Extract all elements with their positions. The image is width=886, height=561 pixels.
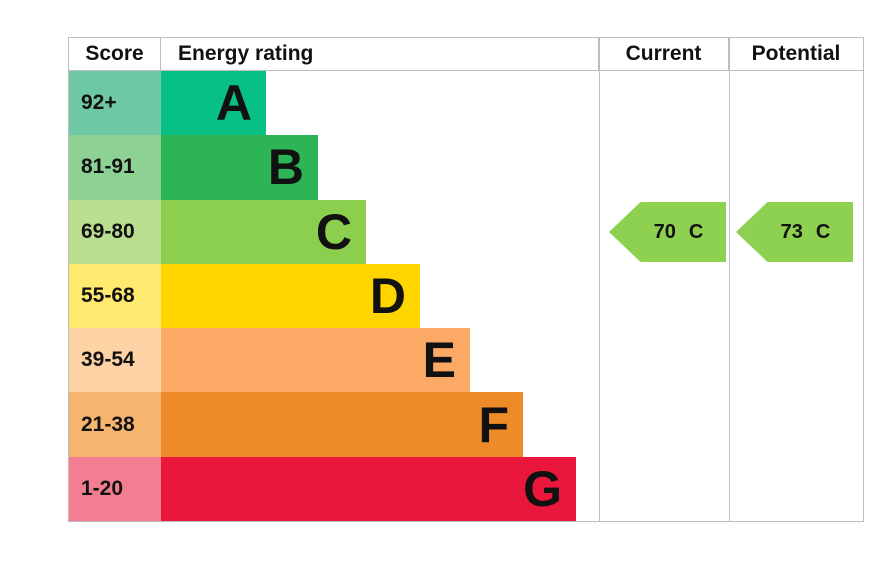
band-bar-g: G — [161, 456, 576, 521]
band-row-e: 39-54 E — [69, 328, 599, 393]
header-potential: Potential — [728, 38, 863, 70]
current-rating-arrow: 70 C — [609, 202, 726, 262]
band-letter-a: A — [215, 75, 252, 132]
band-area: 92+ A 81-91 B 69-80 C 55-68 D 39-54 E 21… — [69, 71, 599, 521]
header-current: Current — [598, 38, 728, 70]
band-row-g: 1-20 G — [69, 456, 599, 521]
band-bar-e: E — [161, 328, 470, 393]
band-bar-a: A — [161, 71, 266, 136]
band-score-g: 1-20 — [69, 456, 161, 521]
band-letter-g: G — [523, 460, 562, 517]
band-bar-f: F — [161, 392, 523, 457]
band-letter-e: E — [422, 332, 456, 389]
table-header: Score Energy rating Current Potential — [69, 38, 863, 71]
band-bar-d: D — [161, 263, 420, 329]
band-row-b: 81-91 B — [69, 135, 599, 200]
band-letter-f: F — [478, 396, 509, 453]
band-letter-d: D — [369, 267, 406, 324]
band-score-d: 55-68 — [69, 263, 161, 329]
band-score-c: 69-80 — [69, 199, 161, 264]
header-score: Score — [69, 38, 161, 70]
potential-rating-value: 73 — [780, 220, 803, 243]
band-score-a: 92+ — [69, 71, 161, 136]
band-bar-b: B — [161, 135, 318, 200]
band-row-a: 92+ A — [69, 71, 599, 136]
band-bar-c: C — [161, 199, 366, 264]
header-energy-rating: Energy rating — [178, 42, 314, 65]
current-rating-value: 70 — [653, 220, 676, 243]
potential-column-divider — [729, 38, 730, 521]
current-rating-band: C — [688, 220, 704, 243]
band-row-c: 69-80 C — [69, 199, 599, 264]
band-letter-b: B — [267, 139, 304, 196]
band-row-d: 55-68 D — [69, 263, 599, 329]
band-score-e: 39-54 — [69, 328, 161, 393]
band-score-f: 21-38 — [69, 392, 161, 457]
current-column-divider — [599, 38, 600, 521]
potential-rating-band: C — [815, 220, 831, 243]
potential-rating-arrow: 73 C — [736, 202, 853, 262]
band-letter-c: C — [315, 203, 352, 260]
band-row-f: 21-38 F — [69, 392, 599, 457]
band-score-b: 81-91 — [69, 135, 161, 200]
epc-energy-rating-chart: Score Energy rating Current Potential 92… — [68, 37, 864, 522]
